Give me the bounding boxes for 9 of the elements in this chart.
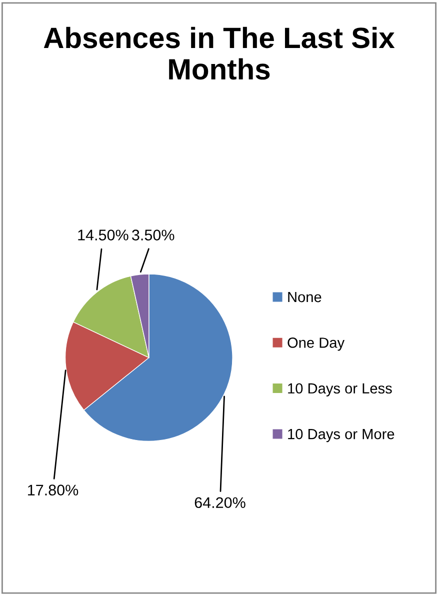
legend-label: 10 Days or Less <box>288 383 392 396</box>
data-label: 14.50% <box>78 230 128 240</box>
data-label: 17.80% <box>28 484 78 496</box>
legend-label: None <box>288 292 322 302</box>
chart-title: Absences in The Last Six Months <box>44 26 395 80</box>
data-label: 3.50% <box>132 230 174 240</box>
legend-label: One Day <box>288 338 345 351</box>
legend-label: 10 Days or More <box>288 428 394 442</box>
data-label: 64.20% <box>194 497 246 508</box>
